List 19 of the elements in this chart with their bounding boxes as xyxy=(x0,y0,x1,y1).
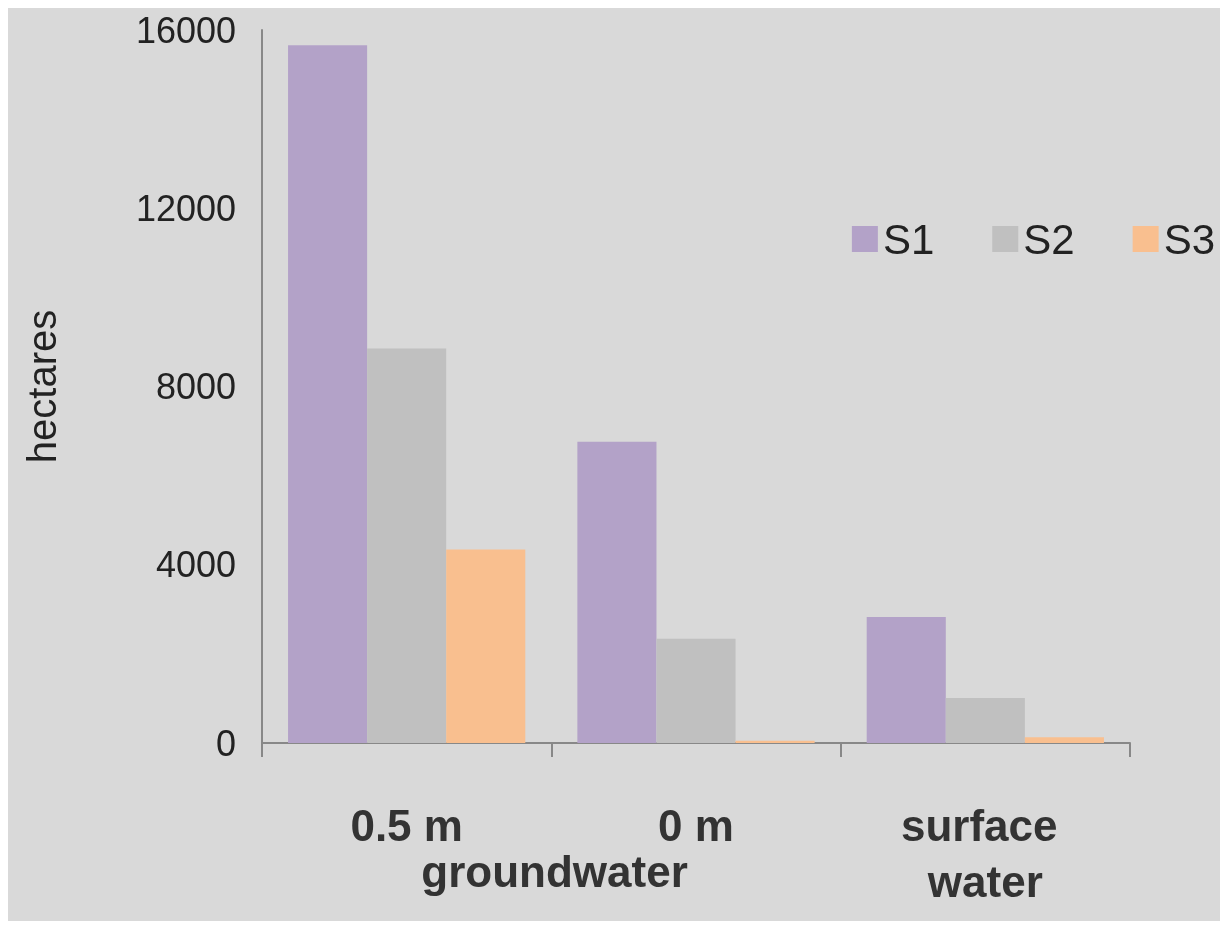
bar xyxy=(866,616,946,743)
bar xyxy=(446,549,526,743)
y-tick-label: 0 xyxy=(215,722,236,764)
y-axis-title: hectares xyxy=(20,309,64,464)
legend-label: S2 xyxy=(1023,215,1075,263)
x-tick-label: surface water xyxy=(900,800,1070,906)
bar xyxy=(945,697,1025,743)
bar xyxy=(656,638,736,743)
y-tick-label: 4000 xyxy=(155,544,236,586)
bar xyxy=(1024,737,1104,743)
y-tick-label: 8000 xyxy=(155,366,236,407)
bar xyxy=(288,45,368,743)
legend-label: S1 xyxy=(882,215,935,263)
bar xyxy=(735,740,815,743)
legend-label: S3 xyxy=(1163,215,1215,263)
bar xyxy=(367,348,447,743)
y-tick-label: 12000 xyxy=(135,187,236,229)
bar xyxy=(577,441,657,743)
y-tick-label: 16000 xyxy=(135,9,236,51)
